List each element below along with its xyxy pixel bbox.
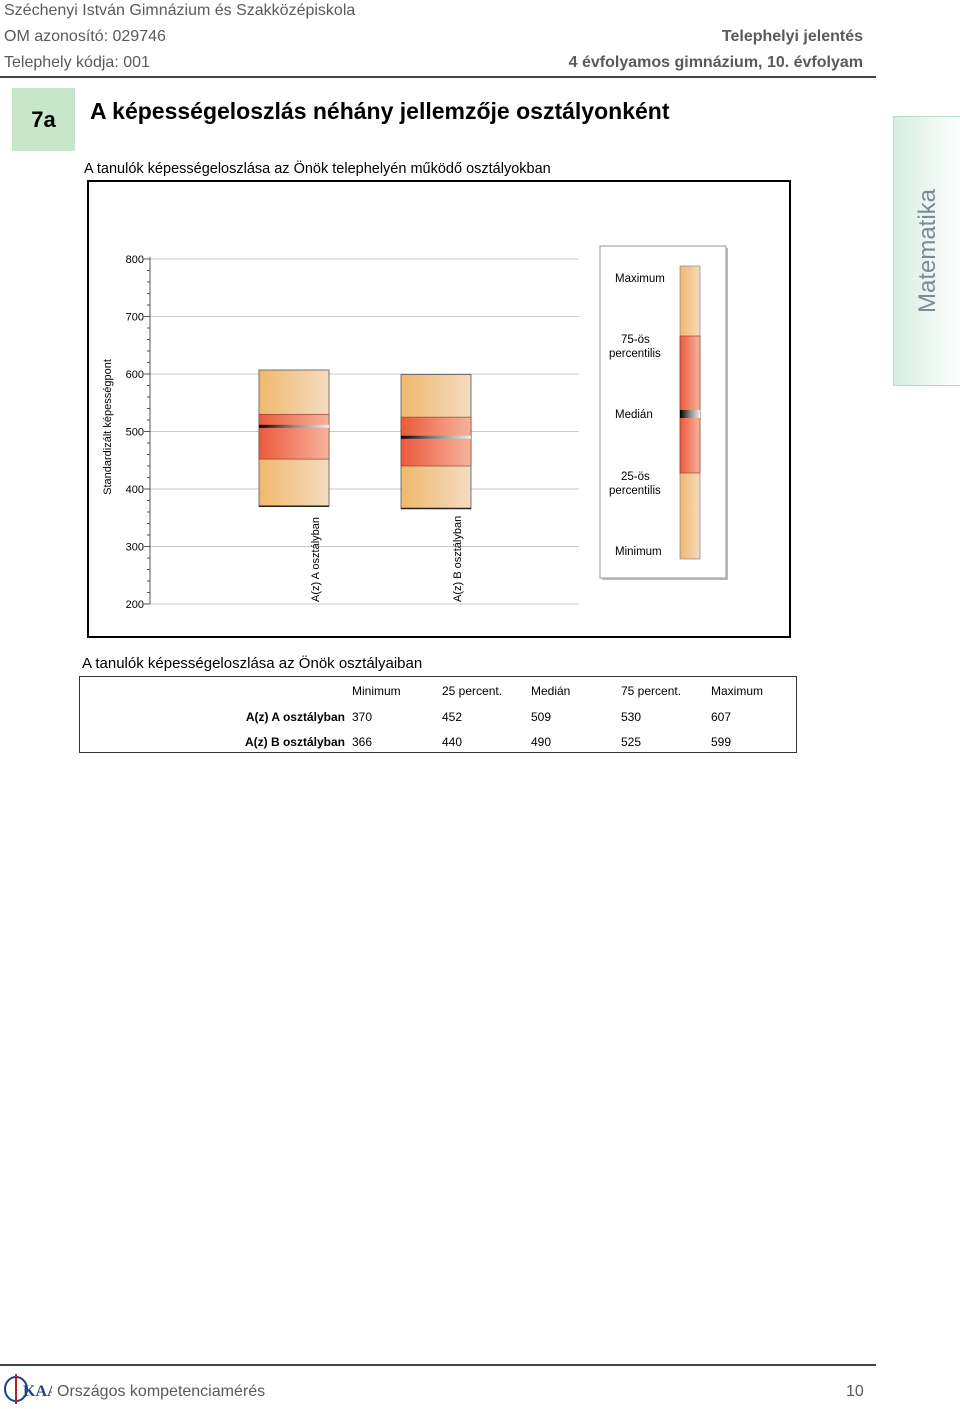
column-header-q3: 75 percent. [621, 684, 682, 698]
legend-label-q3: 75-ös [621, 334, 650, 346]
y-tick-label: 400 [126, 484, 144, 496]
column-header-median: Medián [531, 684, 571, 698]
table-cell: 452 [442, 710, 463, 724]
legend-label-q1: percentilis [609, 485, 661, 497]
box-interquartile [258, 413, 330, 460]
table-cell: 599 [711, 735, 732, 749]
chart-caption: A tanulók képességeloszlása az Önök tele… [84, 161, 551, 177]
table-cell: 370 [352, 710, 373, 724]
table-cell: 440 [442, 735, 463, 749]
x-category-label: A(z) A osztályban [310, 517, 322, 602]
page-title: A képességeloszlás néhány jellemzője osz… [90, 98, 670, 124]
school-name: Széchenyi István Gimnázium és Szakközépi… [4, 2, 356, 19]
column-header-minimum: Minimum [352, 684, 401, 698]
legend-box [599, 245, 727, 579]
box-median-line [259, 424, 329, 428]
box-class-a: A(z) A osztályban [258, 369, 330, 602]
table-cell: 509 [531, 710, 552, 724]
legend-swatch-iqr [679, 335, 701, 474]
program-info: 4 évfolyamos gimnázium, 10. évfolyam [568, 54, 863, 71]
table-cell: 366 [352, 735, 373, 749]
table-cell: 607 [711, 710, 732, 724]
legend-label-minimum: Minimum [615, 546, 662, 558]
y-tick-label: 600 [126, 369, 144, 381]
y-tick-label: 500 [126, 427, 144, 439]
row-label-class-a: A(z) A osztályban [245, 710, 345, 724]
okm-logo-icon: KAA [4, 1374, 52, 1404]
table-cell: 490 [531, 735, 552, 749]
y-tick-label: 200 [126, 599, 144, 611]
table-cell: 530 [621, 710, 642, 724]
box-median-line [401, 435, 471, 439]
legend-label-q3: percentilis [609, 348, 661, 360]
page-number: 10 [846, 1383, 864, 1400]
column-header-maximum: Maximum [711, 684, 764, 698]
chart-frame: 200 300 400 500 600 700 800 Standardizált képes… [87, 180, 791, 638]
boxplot-chart: 200 300 400 500 600 700 800 Standardizált képes… [102, 245, 728, 611]
y-tick-label: 700 [126, 312, 144, 324]
site-code: Telephely kódja: 001 [4, 54, 150, 71]
box-class-b: A(z) B osztályban [400, 374, 472, 602]
row-label-class-b: A(z) B osztályban [244, 735, 345, 749]
y-axis-label: Standardizált képességpont [102, 359, 114, 495]
table-cell: 525 [621, 735, 642, 749]
legend-label-q1: 25-ös [621, 471, 650, 483]
header-divider [0, 76, 876, 78]
y-tick-label: 300 [126, 542, 144, 554]
om-id: OM azonosító: 029746 [4, 28, 166, 45]
y-tick-label: 800 [126, 254, 144, 266]
legend-label-median: Medián [615, 409, 653, 421]
subject-tab-label: Matematika [913, 188, 941, 314]
report-type: Telephelyi jelentés [721, 28, 863, 45]
legend-swatch-median [680, 410, 700, 418]
section-number: 7a [12, 88, 75, 151]
footer-text: Országos kompetenciamérés [57, 1383, 266, 1400]
box-interquartile [400, 416, 472, 467]
legend-label-maximum: Maximum [615, 273, 665, 285]
x-category-label: A(z) B osztályban [452, 516, 464, 602]
subject-tab: Matematika [893, 116, 960, 386]
footer-divider [0, 1364, 876, 1366]
table-caption: A tanulók képességeloszlása az Önök oszt… [82, 655, 423, 672]
column-header-q1: 25 percent. [442, 684, 503, 698]
stats-table: Minimum 25 percent. Medián 75 percent. M… [79, 676, 797, 753]
svg-text:KAA: KAA [23, 1383, 52, 1400]
